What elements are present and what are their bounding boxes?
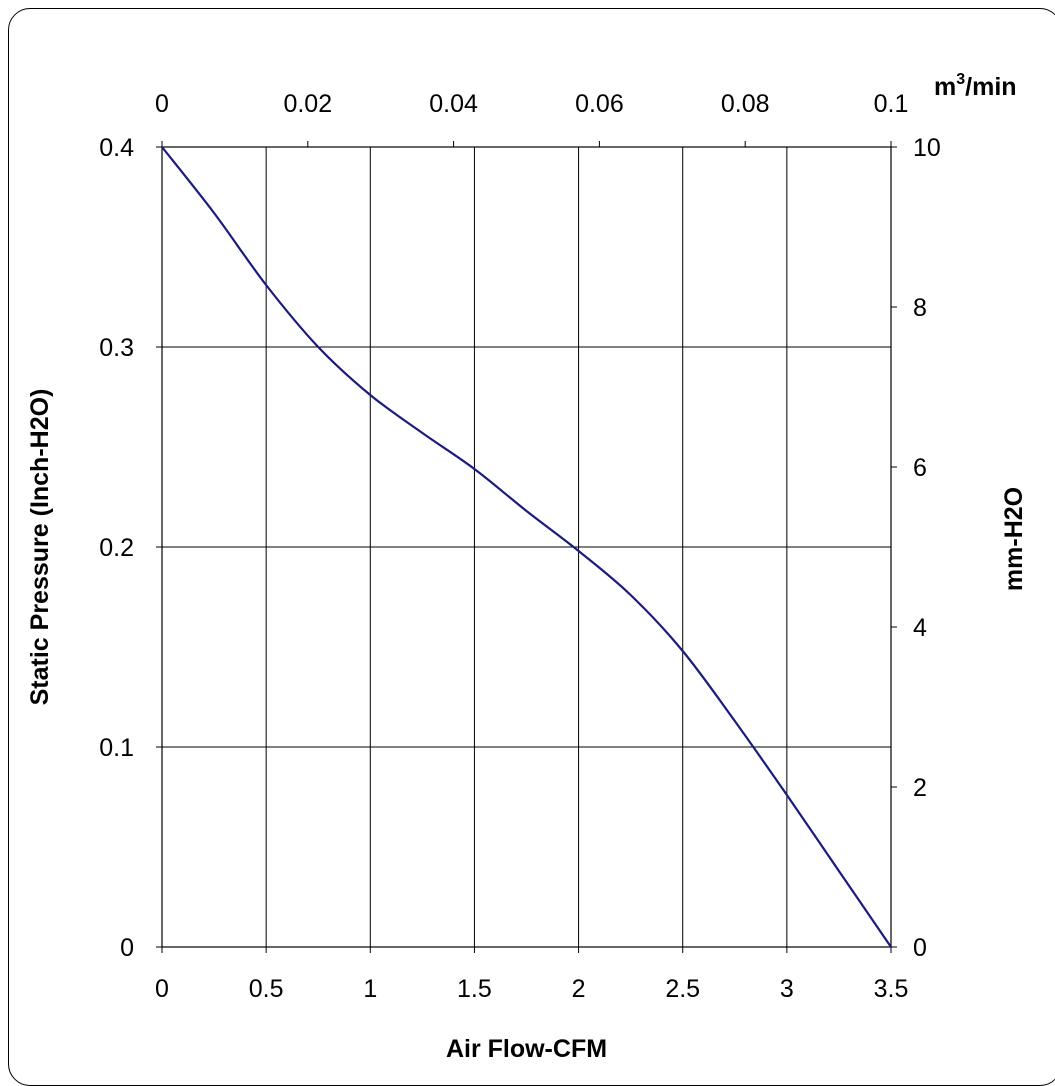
y-tick-label: 0.3: [99, 334, 134, 362]
x2-tick-label: 0: [155, 90, 169, 118]
x2-unit-rest: /min: [965, 73, 1016, 101]
x-tick-label: 2.5: [665, 975, 700, 1003]
tick-labels: 0 0.5 1 1.5 2 2.5 3 3.500.10.20.30.40 0.02 0.04 0.…: [99, 90, 941, 1003]
x-tick-label: 1.5: [457, 975, 492, 1003]
x-tick-label: 3.5: [874, 975, 909, 1003]
x2-unit-superscript: 3: [956, 71, 965, 88]
x-tick-label: 3: [780, 975, 794, 1003]
x2-tick-label: 0.06: [575, 90, 624, 118]
y-tick-label: 0.2: [99, 534, 134, 562]
pq-curve-line: [161, 146, 892, 948]
x-tick-label: 0.5: [249, 975, 284, 1003]
y2-tick-label: 4: [913, 614, 927, 642]
x2-axis-unit: m3/min: [934, 71, 1017, 101]
tick-marks: [156, 141, 897, 953]
y2-tick-label: 0: [913, 934, 927, 962]
y2-tick-label: 10: [913, 134, 941, 162]
y2-axis-title: mm-H2O: [1000, 487, 1028, 591]
y2-tick-label: 2: [913, 774, 927, 802]
y-tick-label: 0: [120, 934, 134, 962]
x2-tick-label: 0.04: [429, 90, 478, 118]
y-tick-label: 0.1: [99, 734, 134, 762]
x2-unit-base: m: [934, 73, 956, 101]
y-axis-title: Static Pressure (Inch-H2O): [26, 389, 54, 706]
y2-tick-label: 8: [913, 294, 927, 322]
y2-tick-label: 6: [913, 454, 927, 482]
x2-tick-label: 0.08: [721, 90, 770, 118]
x2-tick-label: 0.02: [283, 90, 332, 118]
x-tick-label: 2: [572, 975, 586, 1003]
x-tick-label: 0: [155, 975, 169, 1003]
y-tick-label: 0.4: [99, 134, 134, 162]
x2-tick-label: 0.1: [874, 90, 909, 118]
grid-lines: [162, 147, 891, 947]
x-tick-label: 1: [363, 975, 377, 1003]
x-axis-title: Air Flow-CFM: [446, 1035, 607, 1063]
